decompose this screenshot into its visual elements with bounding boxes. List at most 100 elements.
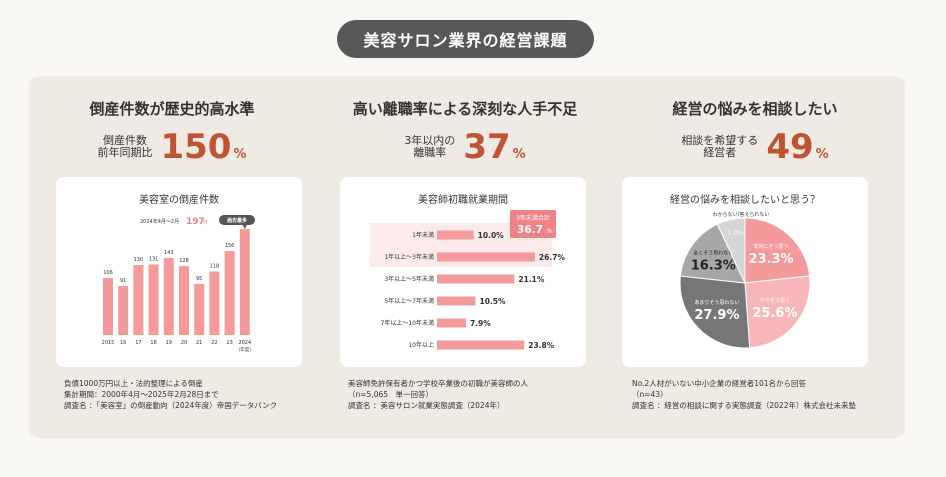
stat-label-line-1: 倒産件数	[102, 134, 147, 147]
bar	[118, 286, 129, 335]
stat-unit: %	[815, 147, 829, 162]
slice-value: 23.3%	[748, 252, 793, 267]
section-heading: 経営の悩みを相談したい	[672, 100, 838, 118]
stat-value: 37	[463, 127, 511, 167]
note-line: 調査名 ：美容サロン就業実態調査（2024年）	[348, 401, 505, 410]
callout-box	[510, 210, 556, 238]
bar	[437, 340, 525, 350]
axis-unit-label: (年度)	[239, 346, 252, 353]
data-label: 7.9%	[470, 319, 491, 328]
source-notes: 美容師免許保有者かつ学校卒業後の初職が美容師の人 （n=5,065 単一回答） …	[348, 378, 528, 411]
stat-label-line-1: 3年以内の	[404, 134, 456, 147]
bar	[103, 277, 113, 335]
tick-label: 21	[196, 340, 202, 346]
stat-label-line-2: 離職率	[413, 146, 447, 159]
data-label: 21.1%	[518, 275, 545, 284]
slice-label: ややそう思う	[760, 297, 790, 304]
note-line: （n=43）	[632, 390, 668, 399]
data-label: 130	[134, 257, 144, 263]
source-notes: 負債1000万円以上・法的整理による倒産 集計期間：2000年4月〜2025年2…	[64, 378, 277, 411]
tick-label: 2015	[102, 340, 115, 346]
chart-title: 美容室の倒産件数	[139, 195, 219, 206]
hbar-chart-card: 美容師初職就業期間 1年未満 10.0% 1年以上〜3年未満 26.7% 3年以上〜5年…	[340, 177, 586, 367]
stat-label: 3年以内の 離職率	[404, 135, 455, 159]
callout-label: 3年未満合計	[516, 214, 550, 222]
record-badge-label: 過去最多	[226, 217, 247, 224]
pie-slice	[744, 217, 811, 284]
stat-unit: %	[512, 147, 526, 162]
category-label: 5年以上〜7年未満	[384, 297, 434, 305]
section-turnover: 高い離職率による深刻な人手不足 3年以内の 離職率 37 % 美容師初職就業期間…	[322, 76, 608, 438]
stat-value: 49	[766, 127, 814, 167]
highlight-unit: 件	[203, 219, 208, 226]
bar	[437, 296, 476, 306]
data-label: 10.0%	[478, 231, 505, 240]
stat-label-line-1: 相談を希望する	[681, 134, 759, 147]
callout-unit: %	[547, 228, 553, 235]
page-title: 美容サロン業界の経営課題	[337, 20, 594, 58]
key-stat: 3年以内の 離職率 37 %	[322, 130, 608, 164]
stat-label: 相談を希望する 経営者	[681, 135, 758, 159]
bar	[179, 266, 189, 335]
bar	[209, 271, 220, 335]
category-label: 1年未満	[412, 231, 434, 239]
bar	[163, 258, 174, 335]
tick-label: 18	[150, 340, 156, 346]
bar	[437, 230, 474, 240]
bar	[239, 228, 250, 335]
pie-slice	[744, 275, 811, 349]
bar	[437, 318, 466, 328]
tick-label: 23	[226, 340, 232, 346]
note-line: 美容師免許保有者かつ学校卒業後の初職が美容師の人	[348, 379, 528, 388]
tick-label: 17	[135, 340, 141, 346]
bar-chart-card: 美容室の倒産件数 106 2015 91 16 130 17 131 18 143 19 128 20…	[56, 177, 302, 367]
stat-label: 倒産件数 前年同期比	[97, 135, 152, 159]
data-label: 131	[149, 257, 159, 263]
tick-label: 19	[166, 340, 172, 346]
bar	[224, 251, 235, 335]
bar	[148, 264, 159, 335]
tick-label: 2024	[238, 340, 251, 346]
data-label: 95	[196, 276, 202, 282]
pie-slice	[679, 275, 751, 349]
section-consultation: 経営の悩みを相談したい 相談を希望する 経営者 49 % 経営の悩みを相談したい…	[612, 76, 898, 438]
category-label: 1年以上〜3年未満	[384, 253, 434, 261]
chart-title: 経営の悩みを相談したいと思う？	[670, 195, 820, 206]
slice-value: 27.9%	[694, 308, 739, 323]
data-label: 26.7%	[539, 253, 566, 262]
key-stat: 相談を希望する 経営者 49 %	[612, 130, 898, 164]
stat-label-line-2: 経営者	[703, 146, 737, 159]
category-label: 3年以上〜5年未満	[384, 275, 434, 283]
stat-value: 150	[160, 127, 232, 167]
highlight-value: 197	[186, 217, 205, 227]
badge-pointer	[242, 225, 247, 229]
slice-label: わからない/答えられない	[713, 211, 770, 218]
section-heading: 高い離職率による深刻な人手不足	[352, 100, 578, 118]
highlight-period: 2024年4月〜2月	[140, 218, 179, 225]
data-label: 118	[210, 264, 220, 270]
key-stat: 倒産件数 前年同期比 150 %	[29, 130, 315, 164]
section-bankruptcy: 倒産件数が歴史的高水準 倒産件数 前年同期比 150 % 美容室の倒産件数 10…	[29, 76, 315, 438]
bar	[437, 252, 535, 262]
tenure-bar-chart: 1年未満 10.0% 1年以上〜3年未満 26.7% 3年以上〜5年未満 21.1% 5年以…	[370, 210, 566, 350]
record-badge	[219, 215, 255, 225]
slice-value: 7.0%	[727, 229, 744, 237]
pie-chart-card: 経営の悩みを相談したいと思う？ 非常にそう思う 23.3% ややそう思う 25.6% あ…	[622, 177, 868, 367]
callout-value: 36.7	[517, 224, 543, 236]
bar	[133, 265, 144, 335]
pie-slice	[679, 223, 746, 284]
source-notes: No.2人材がいない中小企業の経営者101名から回答 （n=43） 調査名 ：経…	[632, 378, 856, 411]
chart-title: 美容師初職就業期間	[418, 195, 508, 206]
stat-label-line-2: 前年同期比	[97, 146, 153, 159]
data-label: 10.5%	[480, 297, 507, 306]
slice-value: 25.6%	[752, 306, 797, 321]
bankruptcy-bar-chart: 106 2015 91 16 130 17 131 18 143 19 128 20 95 21 118 22…	[102, 215, 255, 353]
data-label: 143	[164, 250, 174, 256]
data-label: 106	[103, 270, 113, 276]
bar	[437, 274, 515, 284]
slice-label: あまりそう思わない	[694, 299, 739, 306]
bar	[194, 283, 205, 335]
data-label: 156	[225, 243, 235, 249]
note-line: 負債1000万円以上・法的整理による倒産	[64, 379, 203, 388]
category-label: 10年以上	[408, 341, 434, 349]
